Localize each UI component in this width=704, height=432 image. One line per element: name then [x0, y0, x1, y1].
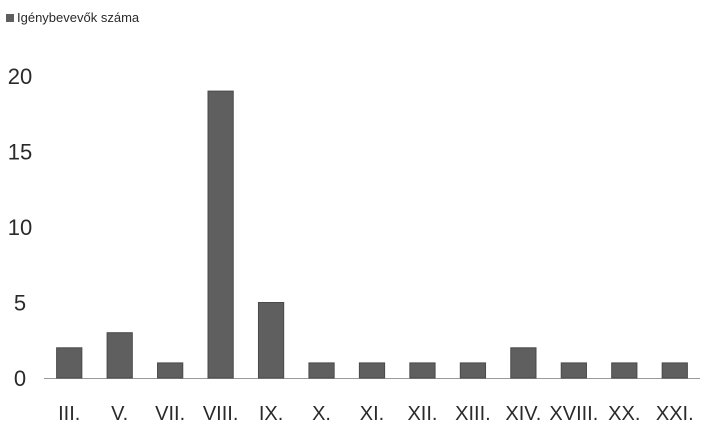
- x-tick-label: XVIII.: [549, 403, 598, 425]
- x-tick-label: VII.: [155, 403, 185, 425]
- bar: [510, 347, 537, 379]
- y-tick-label: 10: [8, 215, 32, 240]
- legend-label: Igénybevevők száma: [17, 10, 140, 25]
- bar: [207, 90, 234, 379]
- x-tick-label: XXI.: [656, 403, 694, 425]
- bar: [56, 347, 83, 379]
- x-tick-label: XI.: [360, 403, 384, 425]
- x-tick-label: V.: [111, 403, 128, 425]
- x-tick-label: XX.: [608, 403, 640, 425]
- bar: [661, 362, 688, 379]
- y-axis: 0 5 10 15 20: [8, 64, 32, 391]
- x-axis: III. V. VII. VIII. IX. X. XI. XII. XIII. XIV. XVII…: [44, 378, 700, 425]
- bar: [257, 302, 285, 379]
- y-tick-label: 5: [14, 291, 26, 316]
- x-tick-label: XIII.: [455, 403, 491, 425]
- y-tick-label: 15: [8, 140, 32, 165]
- bar: [409, 362, 436, 379]
- x-tick-label: X.: [312, 403, 331, 425]
- y-tick-label: 20: [8, 64, 32, 89]
- legend-swatch: [6, 14, 14, 22]
- y-tick-label: 0: [14, 366, 26, 391]
- bar: [308, 362, 335, 379]
- x-tick-label: XII.: [407, 403, 437, 425]
- bar: [560, 362, 587, 379]
- x-tick-label: VIII.: [203, 403, 239, 425]
- bar: [611, 362, 638, 379]
- legend: Igénybevevők száma: [6, 10, 140, 25]
- bar: [459, 362, 487, 379]
- bar: [157, 362, 184, 379]
- x-tick-label: IX.: [259, 403, 283, 425]
- bar: [106, 332, 133, 379]
- x-tick-label: XIV.: [505, 403, 541, 425]
- bars: [56, 90, 688, 379]
- bar: [358, 362, 386, 379]
- x-tick-label: III.: [58, 403, 80, 425]
